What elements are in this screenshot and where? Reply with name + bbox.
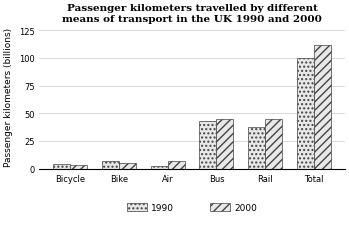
Legend: 1990, 2000: 1990, 2000 <box>123 199 261 216</box>
Bar <box>297 59 314 169</box>
Y-axis label: Passenger kilometers (billions): Passenger kilometers (billions) <box>4 28 13 166</box>
Bar <box>314 45 331 169</box>
Bar <box>199 122 216 169</box>
Bar <box>168 161 185 169</box>
Bar <box>151 167 168 169</box>
Bar <box>265 119 282 169</box>
Bar <box>102 161 119 169</box>
Bar <box>119 163 136 169</box>
Bar <box>248 127 265 169</box>
Bar <box>216 119 233 169</box>
Bar <box>53 164 70 169</box>
Bar <box>70 166 87 169</box>
Title: Passenger kilometers travelled by different
means of transport in the UK 1990 an: Passenger kilometers travelled by differ… <box>62 4 322 23</box>
